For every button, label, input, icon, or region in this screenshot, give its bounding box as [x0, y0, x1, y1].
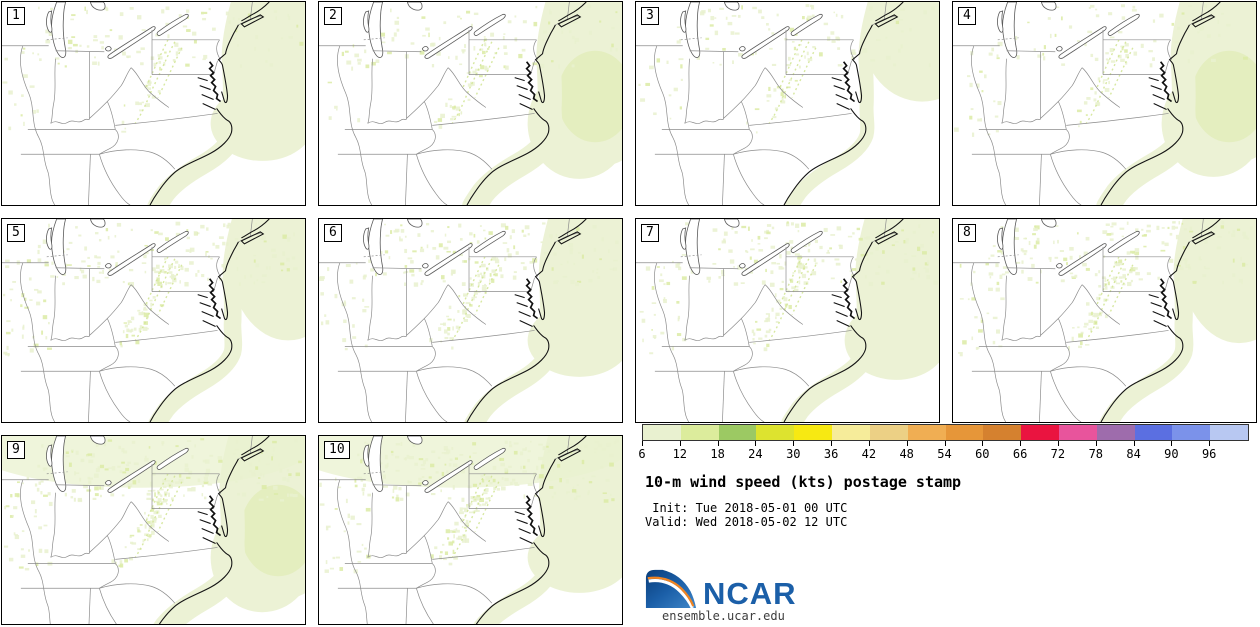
- colorbar-tick: [642, 441, 643, 446]
- colorbar-tick: [868, 441, 870, 446]
- panel-number-label: 1: [7, 7, 25, 25]
- ensemble-member-map: [953, 219, 1256, 422]
- panel-number-label: 9: [7, 441, 25, 459]
- colorbar-tick: [831, 441, 833, 446]
- colorbar-tick-label: 24: [748, 447, 763, 461]
- ensemble-member-map: [636, 219, 939, 422]
- map-panel-7: 7: [635, 218, 940, 423]
- colorbar-tick: [906, 441, 908, 446]
- colorbar-segment: [680, 425, 719, 440]
- colorbar-segment: [643, 425, 681, 440]
- ncar-logo-text: NCAR: [703, 576, 797, 611]
- map-panel-3: 3: [635, 1, 940, 206]
- colorbar-segment: [869, 425, 908, 440]
- colorbar-tick: [679, 441, 681, 446]
- colorbar-segment: [1021, 425, 1059, 440]
- ensemble-member-map: [636, 2, 939, 205]
- panel-number-label: 4: [958, 7, 976, 25]
- colorbar-segment: [1058, 425, 1097, 440]
- colorbar-segment: [983, 425, 1022, 440]
- colorbar-tick: [1133, 441, 1135, 446]
- ensemble-member-map: [953, 2, 1256, 205]
- init-time-label: Init: Tue 2018-05-01 00 UTC: [645, 501, 848, 515]
- colorbar-segment: [794, 425, 833, 440]
- panel-number-label: 6: [324, 224, 342, 242]
- colorbar-segment: [907, 425, 946, 440]
- map-panel-1: 1: [1, 1, 306, 206]
- colorbar-tick: [1020, 441, 1022, 446]
- map-panel-2: 2: [318, 1, 623, 206]
- colorbar-segment: [1096, 425, 1135, 440]
- colorbar-tick-label: 30: [786, 447, 801, 461]
- colorbar-tick: [982, 441, 984, 446]
- colorbar-segment: [1172, 425, 1211, 440]
- map-panel-8: 8: [952, 218, 1257, 423]
- colorbar-segment: [1134, 425, 1173, 440]
- colorbar-tick-label: 72: [1050, 447, 1066, 461]
- valid-time-label: Valid: Wed 2018-05-02 12 UTC: [645, 515, 848, 529]
- colorbar-tick-label: 18: [710, 447, 725, 461]
- colorbar-segment: [945, 425, 984, 440]
- ensemble-member-map: [319, 219, 622, 422]
- colorbar-tick: [755, 441, 757, 446]
- colorbar-tick: [1171, 441, 1173, 446]
- map-panel-5: 5: [1, 218, 306, 423]
- colorbar-tick-label: 96: [1201, 447, 1217, 461]
- colorbar-segment: [1210, 425, 1248, 440]
- colorbar-tick: [717, 441, 719, 446]
- ensemble-member-map: [319, 436, 622, 624]
- panel-number-label: 5: [7, 224, 25, 242]
- ncar-logo: NCAR: [645, 566, 797, 610]
- figure-title: 10-m wind speed (kts) postage stamp: [645, 473, 962, 491]
- ensemble-member-map: [2, 436, 305, 624]
- colorbar-tick-label: 54: [937, 447, 952, 461]
- map-panel-4: 4: [952, 1, 1257, 206]
- colorbar-tick-label: 84: [1126, 447, 1141, 461]
- wind-speed-colorbar: [642, 424, 1249, 441]
- map-panel-6: 6: [318, 218, 623, 423]
- colorbar-tick-label: 6: [638, 447, 646, 461]
- map-panel-9: 9: [1, 435, 306, 625]
- colorbar-tick: [944, 441, 946, 446]
- colorbar-segment: [718, 425, 757, 440]
- ncar-logo-swoosh-icon: [645, 569, 697, 609]
- ensemble-member-map: [2, 219, 305, 422]
- panel-number-label: 7: [641, 224, 659, 242]
- colorbar-tick-label: 66: [1012, 447, 1028, 461]
- colorbar-tick-label: 90: [1164, 447, 1179, 461]
- ensemble-site-text: ensemble.ucar.edu: [662, 609, 785, 623]
- colorbar-tick: [1057, 441, 1059, 446]
- colorbar-tick: [1095, 441, 1097, 446]
- colorbar-tick-label: 78: [1088, 447, 1104, 461]
- colorbar-tick-label: 48: [899, 447, 914, 461]
- colorbar-tick-label: 36: [823, 447, 839, 461]
- colorbar-segment: [832, 425, 870, 440]
- colorbar-tick-label: 42: [861, 447, 877, 461]
- colorbar-tick-label: 12: [672, 447, 688, 461]
- ensemble-member-map: [2, 2, 305, 205]
- map-panel-10: 10: [318, 435, 623, 625]
- panel-number-label: 10: [324, 441, 350, 459]
- colorbar-segment: [756, 425, 795, 440]
- panel-number-label: 2: [324, 7, 342, 25]
- colorbar-tick: [1209, 441, 1211, 446]
- panel-number-label: 3: [641, 7, 659, 25]
- ensemble-member-map: [319, 2, 622, 205]
- colorbar-tick: [793, 441, 795, 446]
- colorbar-tick-label: 60: [975, 447, 990, 461]
- panel-number-label: 8: [958, 224, 976, 242]
